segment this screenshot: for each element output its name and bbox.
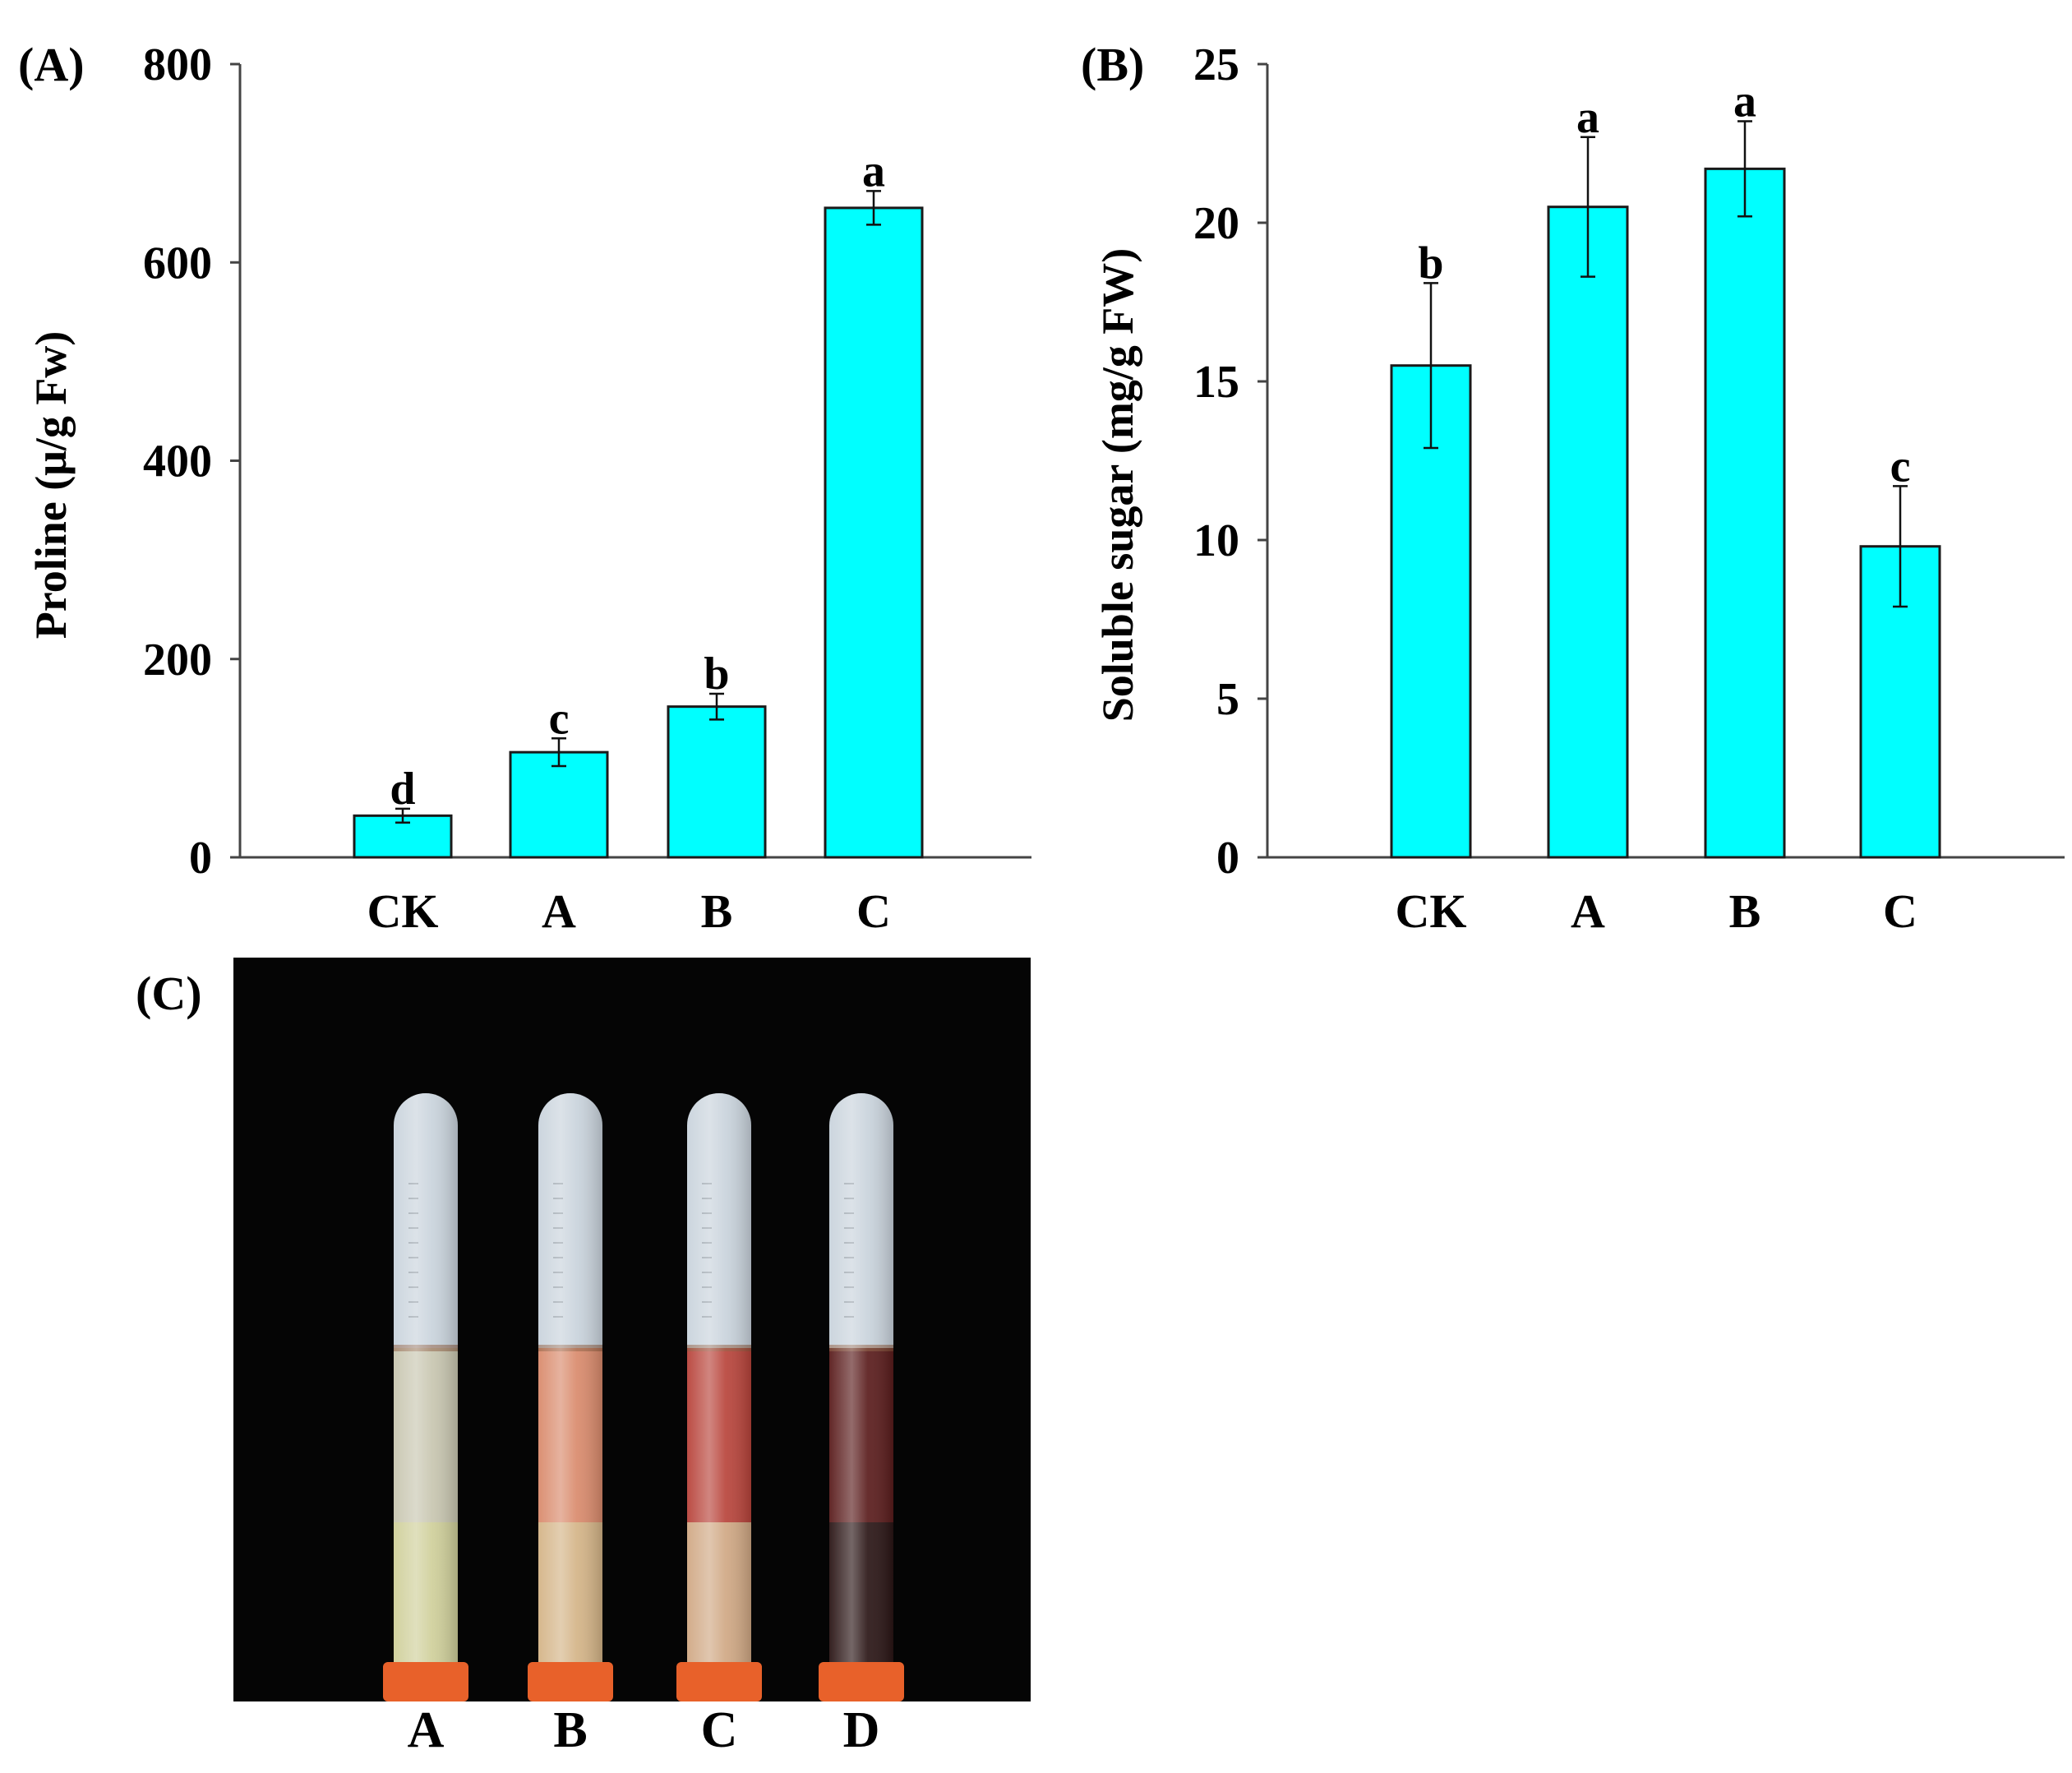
tube-label: C [701,1702,738,1758]
proline-significance-letter: d [390,764,415,815]
soluble-sugar-x-tick-label: C [1883,884,1917,938]
soluble-sugar-x-tick-label: CK [1396,884,1467,938]
soluble-sugar-significance-letter: c [1890,441,1911,492]
photo-background [233,958,1031,1701]
soluble-sugar-y-tick-label: 20 [1193,198,1239,249]
tube-glass-shading [829,1093,893,1662]
proline-y-tick-label: 0 [189,833,212,884]
panel-label-a: (A) [18,38,85,91]
soluble-sugar-bar-a [1547,205,1629,859]
tube-glass-shading [687,1093,751,1662]
proline-bar-chart: (A) Proline (μ/g Fw) 0 200 400 600 800 d CK c A… [18,38,1031,938]
proline-y-axis-label: Proline (μ/g Fw) [26,331,76,639]
soluble-sugar-y-tick-label: 0 [1216,833,1239,884]
tube-glass-shading [394,1093,458,1662]
proline-y-tick-label: 200 [143,635,212,686]
proline-axes: 0 200 400 600 800 [143,39,1031,884]
soluble-sugar-bars: b CK a Aa Bc C [1390,76,1941,938]
tube-label: D [843,1702,880,1758]
tube-label: B [553,1702,587,1758]
soluble-sugar-y-axis-label: Soluble sugar (mg/g FW) [1093,248,1142,723]
proline-y-tick-label: 800 [143,39,212,90]
proline-bar-a [509,750,609,859]
tube-label: A [408,1702,445,1758]
tube-cap [819,1662,904,1701]
proline-x-tick-label: CK [367,884,439,938]
test-tube-a: A [383,1093,468,1758]
proline-significance-letter: b [704,649,729,700]
soluble-sugar-significance-letter: a [1733,76,1756,127]
proline-significance-letter: c [549,693,570,744]
proline-y-tick-label: 400 [143,436,212,487]
soluble-sugar-bar-chart: (B) Soluble sugar (mg/g FW) 0 5 10 15 20 25 b… [1081,38,2065,938]
soluble-sugar-y-tick-label: 25 [1193,39,1239,90]
proline-x-tick-label: A [542,884,576,938]
test-tubes: A B C D [383,1093,904,1758]
tube-cap [528,1662,613,1701]
test-tube-d: D [819,1093,904,1758]
proline-bar-b [667,705,767,859]
proline-x-tick-label: B [701,884,733,938]
soluble-sugar-significance-letter: a [1576,92,1599,143]
proline-y-tick-label: 600 [143,238,212,289]
soluble-sugar-significance-letter: b [1418,238,1443,289]
soluble-sugar-y-tick-label: 15 [1193,357,1239,408]
soluble-sugar-x-tick-label: A [1571,884,1605,938]
proline-bar-c [824,206,924,859]
soluble-sugar-y-tick-label: 5 [1216,674,1239,725]
soluble-sugar-y-tick-label: 10 [1193,515,1239,566]
tube-cap [676,1662,762,1701]
tube-cap [383,1662,468,1701]
proline-significance-letter: a [862,145,885,196]
soluble-sugar-x-tick-label: B [1729,884,1761,938]
proline-bars: d CK c Ab Ba C [353,145,924,938]
test-tube-b: B [528,1093,613,1758]
proline-x-tick-label: C [856,884,891,938]
test-tube-c: C [676,1093,762,1758]
test-tube-photo-panel: (C) A B C D [136,958,1031,1758]
tube-glass-shading [538,1093,602,1662]
panel-label-c: (C) [136,967,202,1020]
panel-label-b: (B) [1081,38,1144,91]
soluble-sugar-bar-b [1704,167,1786,859]
